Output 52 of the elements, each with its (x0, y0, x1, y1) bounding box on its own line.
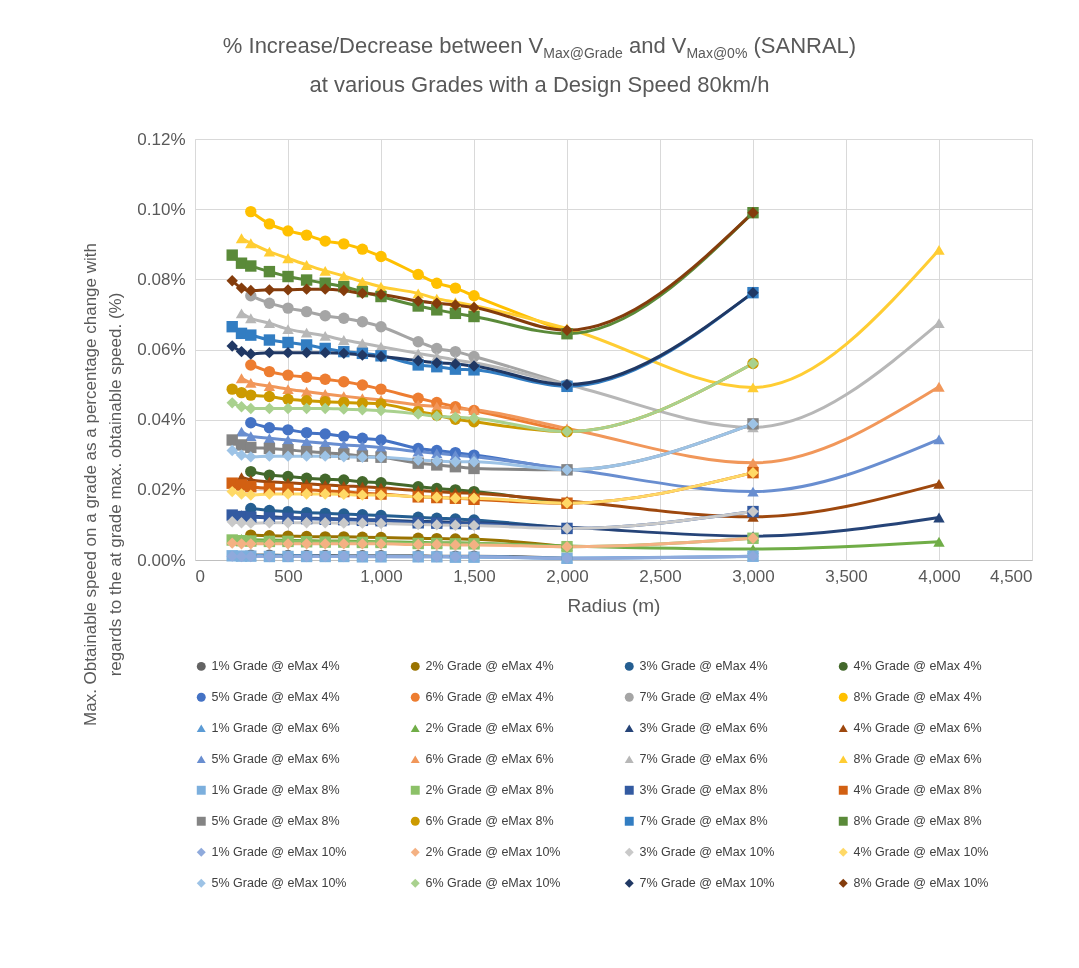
legend-label: 2% Grade @ eMax 8% (425, 783, 554, 798)
legend-label: 7% Grade @ eMax 10% (639, 876, 775, 891)
legend-label: 4% Grade @ eMax 8% (853, 783, 982, 798)
x-tick-label: 1,000 (360, 566, 403, 586)
legend-label: 6% Grade @ eMax 6% (425, 752, 554, 767)
x-tick-label: 2,500 (639, 566, 682, 586)
legend-label: 4% Grade @ eMax 4% (853, 659, 982, 674)
legend-label: 2% Grade @ eMax 10% (425, 845, 561, 860)
legend-label: 7% Grade @ eMax 6% (639, 752, 768, 767)
legend-label: 2% Grade @ eMax 4% (425, 659, 554, 674)
x-tick-label: 4,000 (918, 566, 961, 586)
y-tick-label: 0.08% (137, 269, 186, 289)
y-tick-label: 0.02% (137, 480, 186, 500)
legend-label: 8% Grade @ eMax 8% (853, 814, 982, 829)
legend-label: 8% Grade @ eMax 4% (853, 690, 982, 705)
legend-label: 8% Grade @ eMax 10% (853, 876, 989, 891)
x-tick-label: 0 (195, 566, 205, 586)
chart-title: % Increase/Decrease between V$_{Max@Grade}$ and V$_{Max@0%}$ (SANRAL) at various Grades with a Design Speed 80km/h (221, 32, 858, 100)
legend-label: 3% Grade @ eMax 6% (639, 721, 768, 736)
y-axis-title: Max. Obtainable speed on a grade as a percentage change with regards to the at grade max. obtainable speed. (%) (81, 243, 126, 726)
x-tick-label: 500 (274, 566, 303, 586)
legend-label: 4% Grade @ eMax 6% (853, 721, 982, 736)
legend-label: 1% Grade @ eMax 10% (211, 845, 347, 860)
x-axis-title: Radius (m) (567, 594, 661, 616)
y-tick-label: 0.04% (137, 410, 186, 430)
legend-label: 6% Grade @ eMax 10% (425, 876, 561, 891)
legend-label: 7% Grade @ eMax 8% (639, 814, 768, 829)
legend-label: 2% Grade @ eMax 6% (425, 721, 554, 736)
x-tick-label: 1,500 (453, 566, 496, 586)
legend-label: 5% Grade @ eMax 4% (211, 690, 340, 705)
legend-label: 8% Grade @ eMax 6% (853, 752, 982, 767)
legend-label: 7% Grade @ eMax 4% (639, 690, 768, 705)
legend-label: 5% Grade @ eMax 8% (211, 814, 340, 829)
legend-label: 4% Grade @ eMax 10% (853, 845, 989, 860)
x-tick-label: 2,000 (546, 566, 589, 586)
y-tick-label: 0.10% (137, 199, 186, 219)
legend-label: 6% Grade @ eMax 8% (425, 814, 554, 829)
legend-label: 1% Grade @ eMax 8% (211, 783, 340, 798)
legend-label: 5% Grade @ eMax 10% (211, 876, 347, 891)
x-tick-label: 3,000 (732, 566, 775, 586)
legend-label: 6% Grade @ eMax 4% (425, 690, 554, 705)
x-tick-label: 3,500 (825, 566, 868, 586)
y-tick-label: 0.00% (137, 550, 186, 570)
legend-label: 5% Grade @ eMax 6% (211, 752, 340, 767)
y-tick-label: 0.06% (137, 340, 186, 359)
legend-label: 3% Grade @ eMax 8% (639, 783, 768, 798)
legend-label: 1% Grade @ eMax 4% (211, 659, 340, 674)
x-tick-label: 4,500 (989, 566, 1033, 586)
legend-label: 1% Grade @ eMax 6% (211, 721, 340, 736)
y-tick-label: 0.12% (137, 129, 186, 149)
legend-label: 3% Grade @ eMax 10% (639, 845, 775, 860)
legend-label: 3% Grade @ eMax 4% (639, 659, 768, 674)
